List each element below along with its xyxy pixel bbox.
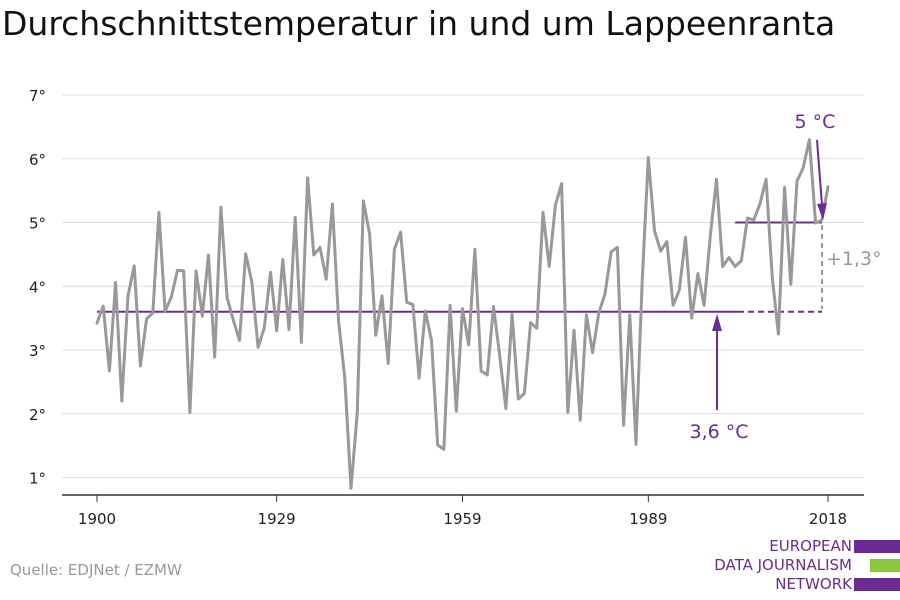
y-tick-label: 6° [29,151,46,169]
annotations: 5 °C 3,6 °C +1,3° [689,111,881,443]
annotation-plus-1-3: +1,3° [826,248,882,270]
page-title: Durchschnittstemperatur in und um Lappee… [2,4,836,43]
logo-bar-bottom [854,578,900,591]
logo-bar-middle [870,559,900,572]
arrow-3-6-head [712,314,722,331]
logo-line-2: DATA JOURNALISM [714,556,852,574]
logo-line-3: NETWORK [775,575,852,593]
annotation-3-6-c: 3,6 °C [689,421,748,443]
arrow-5-shaft [816,139,823,206]
x-tick-labels: 1900 1929 1959 1989 2018 [78,495,847,528]
edjnet-logo: EUROPEAN DATA JOURNALISM NETWORK [700,537,900,597]
x-tick-label: 1929 [258,510,296,528]
x-tick-label: 1900 [78,510,116,528]
reference-lines [97,221,822,313]
logo-bar-top [854,540,900,553]
x-tick-label: 1959 [443,510,481,528]
arrow-5-head [817,203,827,220]
y-tick-label: 3° [29,342,46,360]
series-layer [95,138,830,490]
annotation-5-c: 5 °C [795,111,836,133]
y-tick-label: 2° [29,406,46,424]
series-line [95,138,830,490]
x-tick-label: 2018 [809,510,847,528]
source-note: Quelle: EDJNet / EZMW [10,561,182,579]
y-tick-label: 1° [29,470,46,488]
y-tick-labels: 1° 2° 3° 4° 5° 6° 7° [29,87,46,488]
y-tick-label: 7° [29,87,46,105]
x-tick-label: 1989 [629,510,667,528]
logo-line-1: EUROPEAN [769,537,852,555]
y-tick-label: 5° [29,215,46,233]
y-tick-label: 4° [29,278,46,296]
